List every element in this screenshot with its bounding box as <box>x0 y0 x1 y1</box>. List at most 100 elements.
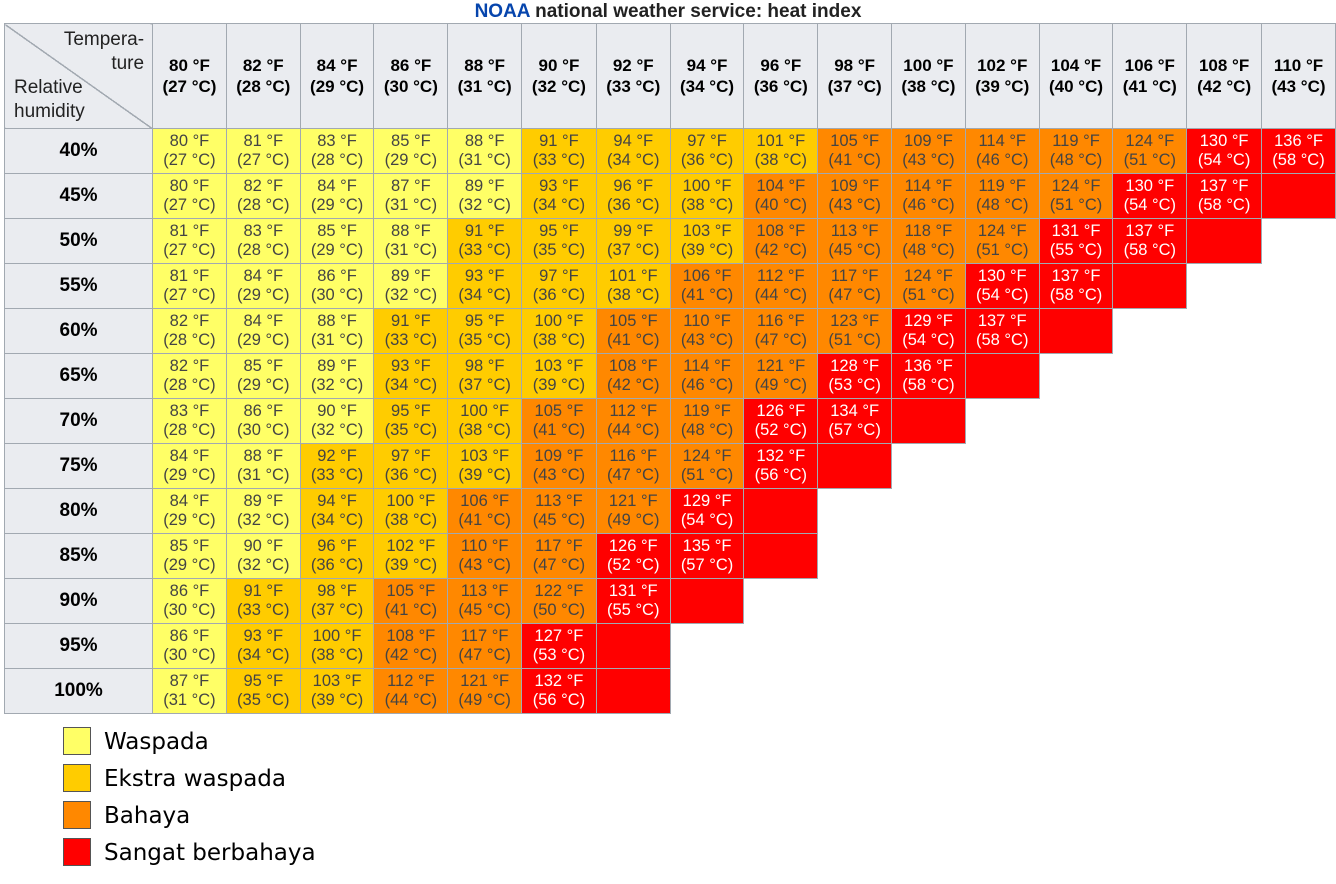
legend-label: Waspada <box>104 729 209 755</box>
fahrenheit-value: 132 °F <box>756 447 806 465</box>
temperature-column-header: 104 °F (40 °C) <box>1038 23 1114 129</box>
empty-cell <box>1261 668 1336 714</box>
celsius-value: (29 °C) <box>163 556 216 574</box>
celsius-value: (32 °C) <box>310 376 364 394</box>
fahrenheit-value: 95 °F <box>464 312 505 330</box>
temperature-column-header: 96 °F (36 °C) <box>743 23 819 129</box>
fahrenheit-value: 108 °F <box>608 357 658 375</box>
fahrenheit-value: 103 °F <box>460 447 510 465</box>
heat-index-cell: 81 °F (27 °C) <box>225 128 301 174</box>
heat-index-cell: 85 °F (29 °C) <box>373 128 449 174</box>
heat-index-cell: 127 °F (53 °C) <box>521 623 597 669</box>
table-row: 85% 85 °F (29 °C) 90 °F (32 °C) 96 °F (36 °C) 1… <box>3 533 1336 579</box>
fahrenheit-value: 90 °F <box>317 402 357 420</box>
celsius-value: (58 °C) <box>902 376 955 394</box>
celsius-value: (53 °C) <box>828 376 881 394</box>
fahrenheit-value: 105 °F <box>608 312 658 330</box>
empty-cell <box>1261 443 1336 489</box>
heat-index-cell: 137 °F (58 °C) <box>1038 263 1114 309</box>
fahrenheit-value: 96 °F <box>317 537 357 555</box>
heat-index-cell: 130 °F (54 °C) <box>964 263 1040 309</box>
celsius-value: (28 °C) <box>237 241 290 259</box>
heat-index-cell: 105 °F (41 °C) <box>521 398 597 444</box>
empty-cell <box>1261 263 1336 309</box>
fahrenheit-value: 84 °F <box>243 312 284 330</box>
fahrenheit-value: 123 °F <box>830 312 880 330</box>
fahrenheit-value: 100 °F <box>460 402 510 420</box>
heat-index-cell: 99 °F (37 °C) <box>595 218 671 264</box>
noaa-link[interactable]: NOAA <box>474 1 530 22</box>
heat-index-cell <box>891 398 966 444</box>
fahrenheit-value: 86 °F <box>169 582 210 600</box>
heat-index-cell: 105 °F (41 °C) <box>817 128 893 174</box>
fahrenheit-value: 85 °F <box>243 357 284 375</box>
temperature-column-header: 102 °F (39 °C) <box>964 23 1040 129</box>
celsius-value: (38 °C) <box>680 196 734 214</box>
celsius-value: (38 °C) <box>607 286 660 304</box>
fahrenheit-value: 95 °F <box>539 222 579 240</box>
celsius-value: (51 °C) <box>902 286 955 304</box>
heat-index-cell <box>964 353 1040 399</box>
celsius-value: (29 °C) <box>163 466 216 484</box>
celsius-value: (36 °C) <box>532 286 586 304</box>
celsius-value: (48 °C) <box>902 241 955 259</box>
empty-cell <box>1112 623 1187 669</box>
celsius-value: (51 °C) <box>1123 151 1177 169</box>
temperature-column-header: 82 °F (28 °C) <box>225 23 301 129</box>
celsius-value: (29 °C) <box>237 331 290 349</box>
empty-cell <box>891 443 966 489</box>
fahrenheit-value: 103 °F <box>312 672 362 690</box>
fahrenheit-value: 80 °F <box>169 132 210 150</box>
celsius-value: (35 °C) <box>384 421 438 439</box>
celsius-value: (27 °C) <box>163 151 216 169</box>
celsius-value: (32 °C) <box>384 286 438 304</box>
celsius-value: (30 °C) <box>163 646 216 664</box>
celsius-value: (27 °C) <box>163 241 216 259</box>
empty-cell <box>1039 488 1113 534</box>
celsius-value: (55 °C) <box>607 601 660 619</box>
fahrenheit-value: 131 °F <box>1051 222 1101 240</box>
celsius-value: (29 °C) <box>310 241 364 259</box>
empty-cell <box>965 578 1040 624</box>
celsius-value: (51 °C) <box>680 466 734 484</box>
heat-index-cell: 121 °F (49 °C) <box>595 488 671 534</box>
empty-cell <box>965 623 1040 669</box>
empty-cell <box>1186 668 1262 714</box>
heat-index-cell: 112 °F (44 °C) <box>743 263 819 309</box>
fahrenheit-value: 93 °F <box>391 357 431 375</box>
fahrenheit-value: 87 °F <box>391 177 431 195</box>
celsius-value: (48 °C) <box>1049 151 1103 169</box>
celsius-value: (49 °C) <box>607 511 660 529</box>
heat-index-cell: 137 °F (58 °C) <box>1186 173 1263 219</box>
empty-cell <box>965 488 1040 534</box>
fahrenheit-value: 83 °F <box>243 222 284 240</box>
heat-index-cell: 112 °F (44 °C) <box>373 668 449 714</box>
fahrenheit-value: 82 °F <box>169 357 210 375</box>
heat-index-table: Tempera- ture Relative humidity 80 °F (2… <box>3 23 1336 714</box>
heat-index-cell: 132 °F (56 °C) <box>521 668 597 714</box>
fahrenheit-value: 98 °F <box>317 582 357 600</box>
heat-index-cell <box>1186 218 1263 264</box>
celsius-value: (43 °C) <box>902 151 955 169</box>
heat-index-cell: 116 °F (47 °C) <box>743 308 819 354</box>
fahrenheit-value: 127 °F <box>534 627 584 645</box>
empty-cell <box>1186 308 1262 354</box>
celsius-value: (55 °C) <box>1049 241 1103 259</box>
heat-index-cell: 81 °F (27 °C) <box>152 218 227 264</box>
fahrenheit-value: 137 °F <box>1051 267 1101 285</box>
empty-cell <box>1186 533 1262 579</box>
heat-index-cell: 85 °F (29 °C) <box>299 218 375 264</box>
humidity-row-header: 75% <box>3 443 154 489</box>
celsius-value: (28 °C) <box>163 421 216 439</box>
empty-cell <box>1112 488 1187 534</box>
celsius-value: (42 °C) <box>754 241 808 259</box>
empty-cell <box>817 533 892 579</box>
heat-index-cell: 95 °F (35 °C) <box>373 398 449 444</box>
heat-index-cell: 86 °F (30 °C) <box>299 263 375 309</box>
celsius-value: (28 °C) <box>310 151 364 169</box>
temperature-column-header: 92 °F (33 °C) <box>595 23 671 129</box>
fahrenheit-value: 126 °F <box>608 537 658 555</box>
heat-index-cell: 113 °F (45 °C) <box>817 218 893 264</box>
celsius-value: (32 °C) <box>237 511 290 529</box>
heat-index-cell: 100 °F (38 °C) <box>521 308 597 354</box>
